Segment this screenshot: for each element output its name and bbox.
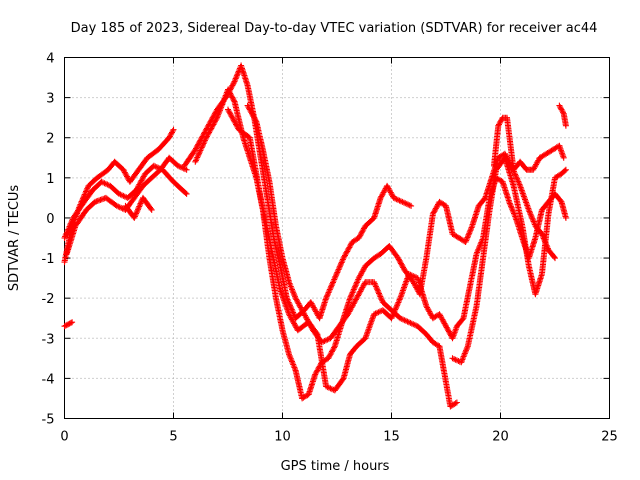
axis-ticks: [64, 57, 610, 419]
series-track-11: [491, 114, 567, 173]
y-tick-labels: -5 -4 -3 -2 -1 0 1 2 3 4: [42, 52, 55, 428]
y-tick-label: -1: [42, 252, 55, 267]
y-tick-label: 3: [46, 92, 54, 107]
series-track-10: [449, 154, 569, 366]
y-tick-label: -3: [42, 332, 55, 347]
series-track-2: [61, 162, 190, 241]
y-tick-label: -5: [42, 413, 55, 428]
x-tick-label: 5: [169, 430, 177, 445]
plot-frame: [64, 57, 610, 419]
series-track-4: [61, 319, 76, 330]
y-tick-label: -4: [42, 372, 55, 387]
y-tick-label: 2: [46, 132, 54, 147]
y-tick-label: 1: [46, 172, 54, 187]
y-tick-label: 0: [46, 212, 54, 227]
series-track-9: [244, 102, 460, 410]
series-track-12: [556, 102, 569, 129]
data-marks: [61, 62, 569, 410]
y-tick-label: 4: [46, 52, 54, 67]
series-track-6: [181, 62, 415, 322]
series-track-5: [122, 194, 155, 221]
series-track-3: [63, 154, 190, 257]
grid-lines: [64, 57, 610, 419]
chart-title: Day 185 of 2023, Sidereal Day-to-day VTE…: [71, 21, 598, 36]
x-tick-labels: 0 5 10 15 20 25: [60, 430, 617, 445]
x-tick-label: 0: [60, 430, 68, 445]
x-axis-label: GPS time / hours: [281, 459, 390, 474]
y-axis-label: SDTVAR / TECUs: [7, 185, 22, 292]
x-tick-label: 20: [492, 430, 509, 445]
x-tick-label: 25: [601, 430, 618, 445]
x-tick-label: 10: [274, 430, 291, 445]
x-tick-label: 15: [383, 430, 400, 445]
y-tick-label: -2: [42, 292, 55, 307]
